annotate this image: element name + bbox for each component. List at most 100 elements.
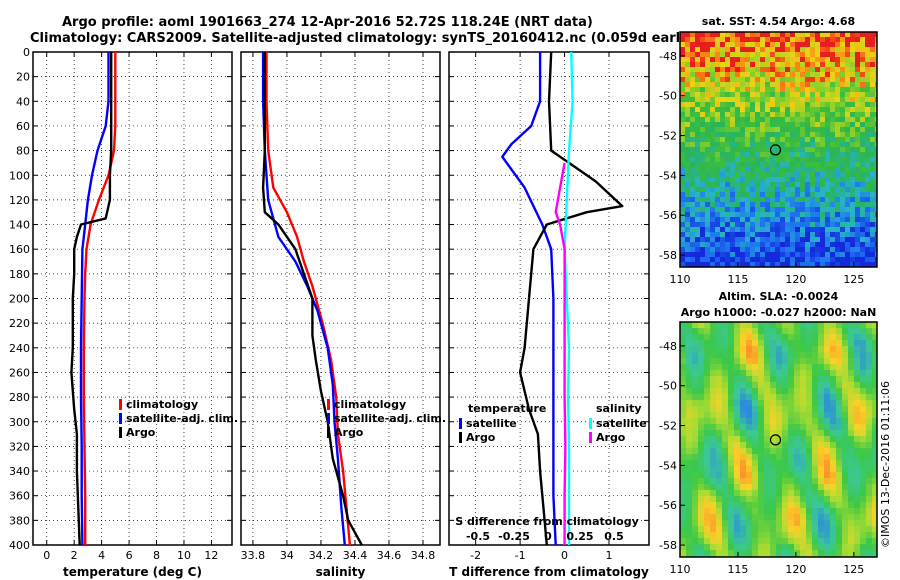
map-cell (795, 222, 800, 227)
map-cell (755, 87, 760, 92)
map-cell (840, 247, 845, 252)
map-cell (805, 252, 810, 257)
map-cell (760, 137, 765, 142)
map-cell (872, 394, 877, 400)
map-cell (840, 117, 845, 122)
map-cell (725, 237, 730, 242)
map-cell (722, 484, 728, 490)
map-cell (780, 117, 785, 122)
map-cell (710, 544, 716, 550)
map-cell (705, 172, 710, 177)
map-cell (770, 252, 775, 257)
map-cell (715, 187, 720, 192)
map-cell (716, 442, 722, 448)
map-cell (776, 472, 782, 478)
map-cell (725, 47, 730, 52)
map-cell (780, 247, 785, 252)
map-cell (782, 424, 788, 430)
map-cell (692, 478, 698, 484)
legend-swatch (119, 413, 122, 424)
y-tick-label: -50 (659, 380, 677, 393)
map-cell (730, 162, 735, 167)
map-cell (854, 340, 860, 346)
map-cell (848, 328, 854, 334)
map-cell (780, 62, 785, 67)
legend-label: climatology (126, 398, 198, 411)
map-cell (824, 442, 830, 448)
y-tick-label: 320 (9, 440, 30, 453)
map-cell (700, 137, 705, 142)
map-cell (812, 502, 818, 508)
map-cell (788, 376, 794, 382)
map-cell (690, 252, 695, 257)
map-title-line-1: Altim. SLA: -0.0024 (719, 290, 839, 303)
map-cell (692, 406, 698, 412)
map-cell (824, 466, 830, 472)
map-cell (830, 394, 836, 400)
map-cell (782, 382, 788, 388)
map-cell (820, 207, 825, 212)
map-cell (710, 212, 715, 217)
map-cell (806, 424, 812, 430)
map-cell (855, 252, 860, 257)
map-cell (735, 182, 740, 187)
map-cell (866, 538, 872, 544)
map-cell (705, 62, 710, 67)
map-cell (758, 370, 764, 376)
map-cell (788, 496, 794, 502)
map-cell (812, 472, 818, 478)
map-cell (700, 132, 705, 137)
map-cell (720, 82, 725, 87)
map-cell (698, 358, 704, 364)
map-cell (825, 232, 830, 237)
map-cell (860, 502, 866, 508)
map-cell (842, 550, 848, 556)
map-cell (685, 207, 690, 212)
map-cell (752, 550, 758, 556)
map-cell (755, 67, 760, 72)
map-cell (715, 257, 720, 262)
map-cell (790, 72, 795, 77)
map-cell (764, 400, 770, 406)
map-cell (824, 490, 830, 496)
map-cell (770, 328, 776, 334)
argo-position-marker (769, 434, 782, 446)
map-cell (692, 370, 698, 376)
map-cell (728, 346, 734, 352)
map-cell (870, 72, 875, 77)
map-cell (775, 62, 780, 67)
map-cell (805, 177, 810, 182)
map-cell (805, 182, 810, 187)
map-cell (686, 418, 692, 424)
map-cell (875, 162, 877, 167)
map-cell (875, 242, 877, 247)
map-cell (865, 227, 870, 232)
map-cell (728, 442, 734, 448)
map-cell (740, 197, 745, 202)
map-cell (866, 334, 872, 340)
map-cell (875, 87, 877, 92)
y-tick-label: 140 (9, 219, 30, 232)
map-cell (755, 197, 760, 202)
map-cell (695, 77, 700, 82)
map-cell (855, 67, 860, 72)
y-tick-label: 120 (9, 194, 30, 207)
map-cell (680, 37, 685, 42)
map-cell (740, 418, 746, 424)
map-cell (686, 526, 692, 532)
map-cell (716, 526, 722, 532)
map-cell (818, 412, 824, 418)
map-cell (722, 514, 728, 520)
map-cell (840, 92, 845, 97)
map-cell (746, 496, 752, 502)
map-cell (818, 430, 824, 436)
map-cell (746, 448, 752, 454)
map-cell (760, 52, 765, 57)
map-cell (785, 197, 790, 202)
map-cell (710, 132, 715, 137)
map-cell (764, 532, 770, 538)
map-cell (825, 77, 830, 82)
map-cell (795, 252, 800, 257)
map-cell (686, 484, 692, 490)
